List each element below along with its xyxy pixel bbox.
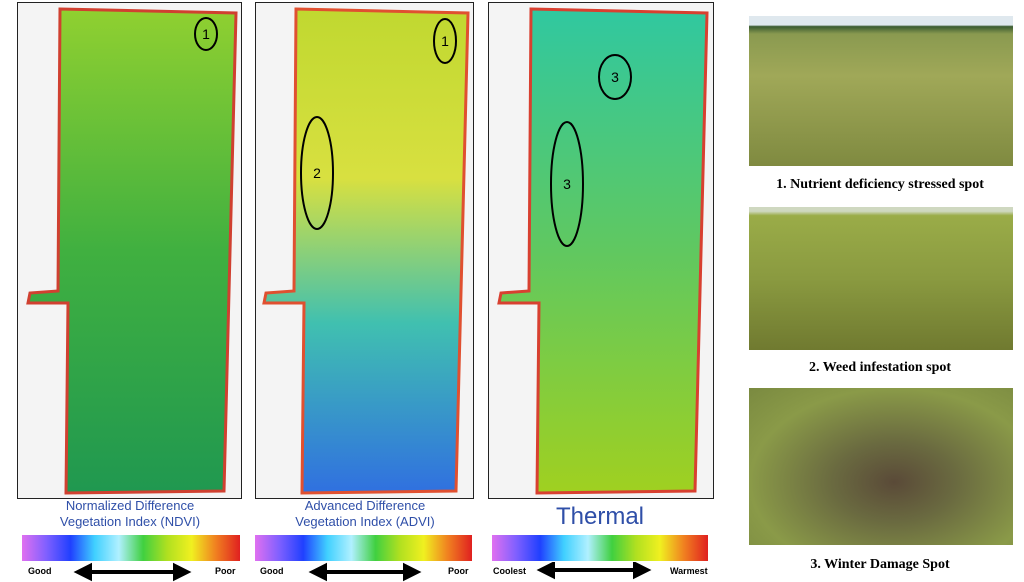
photo: [749, 207, 1013, 350]
photo: [749, 16, 1013, 166]
ndvi-map: 1: [17, 2, 242, 499]
photo: [749, 388, 1013, 545]
field: [262, 7, 470, 495]
arrows: [73, 562, 652, 582]
marker-ring: [194, 17, 218, 51]
caption: Normalized Difference Vegetation Index (…: [59, 498, 201, 529]
marker-ring: [300, 116, 334, 230]
thermal-svg: 3 3: [497, 7, 709, 495]
marker: 1: [202, 26, 210, 42]
marker: 3: [563, 176, 571, 192]
marker: 3: [611, 69, 619, 85]
caption: Thermal: [555, 503, 645, 530]
marker-ring: [598, 54, 632, 100]
ndvi-svg: 1: [26, 7, 238, 495]
scale-high: Warmest: [670, 566, 708, 576]
marker: 2: [313, 165, 321, 181]
marker-ring: [433, 18, 457, 64]
scale-low: Coolest: [493, 566, 527, 576]
field: [497, 7, 709, 495]
scale-low: Good: [28, 566, 52, 576]
caption: Advanced Difference Vegetation Index (AD…: [295, 498, 435, 529]
marker: 1: [441, 33, 449, 49]
color-scale: [22, 535, 240, 561]
photo-caption: 1. Nutrient deficiency stressed spot: [776, 177, 984, 192]
color-scale: [255, 535, 472, 561]
thermal-map: 3 3: [488, 2, 714, 499]
advi-map: 1 2: [255, 2, 474, 499]
field: [26, 7, 238, 495]
photo-caption: 3. Winter Damage Spot: [810, 557, 950, 572]
marker-ring: [550, 121, 584, 247]
scale-high: Poor: [448, 566, 469, 576]
scale-high: Poor: [215, 566, 236, 576]
advi-svg: 1 2: [262, 7, 470, 495]
scale-low: Good: [260, 566, 284, 576]
photo-caption: 2. Weed infestation spot: [808, 360, 952, 375]
color-scale: [492, 535, 708, 561]
